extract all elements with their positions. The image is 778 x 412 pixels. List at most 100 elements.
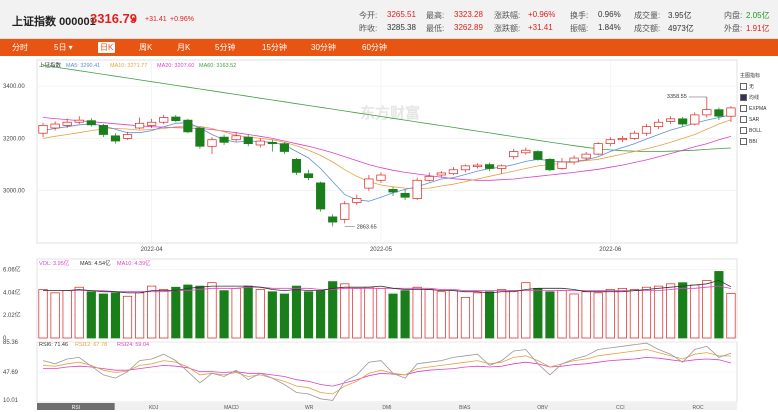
candle-body bbox=[110, 135, 121, 142]
candle-body bbox=[364, 178, 374, 189]
volume-bar bbox=[509, 290, 519, 339]
ma20-line bbox=[42, 117, 732, 181]
indicator-option[interactable]: BOLL bbox=[740, 127, 778, 135]
volume-bar bbox=[605, 289, 615, 339]
quote-stat: 成交额: 4973亿 bbox=[634, 23, 694, 34]
candle-body bbox=[569, 157, 579, 163]
candle-body bbox=[557, 161, 567, 169]
candle-body bbox=[316, 182, 326, 210]
volume-bar bbox=[460, 297, 471, 339]
tab-period[interactable]: 分时 bbox=[12, 43, 28, 52]
indicator-tab[interactable] bbox=[37, 403, 115, 410]
candle-body bbox=[533, 151, 543, 160]
candle-body bbox=[267, 141, 277, 145]
volume-bar bbox=[328, 281, 338, 339]
indicator-tab[interactable] bbox=[114, 403, 193, 410]
y-tick-label: 0 bbox=[3, 336, 7, 342]
volume-bar bbox=[726, 293, 736, 339]
checkbox-icon[interactable] bbox=[740, 94, 747, 102]
checkbox-icon[interactable] bbox=[740, 138, 747, 146]
candle-body bbox=[303, 173, 314, 178]
volume-bar bbox=[110, 292, 121, 339]
indicator-tab[interactable] bbox=[503, 403, 582, 410]
indicator-option[interactable]: EXPMA bbox=[740, 105, 778, 113]
indicator-tab[interactable] bbox=[425, 403, 504, 410]
indicator-tab-label: OBV bbox=[537, 405, 548, 410]
tab-period[interactable]: 15分钟 bbox=[262, 43, 287, 52]
quote-header: 上证指数 000001 3316.79 ▲ +31.41 +0.96% 今开: 3… bbox=[0, 0, 778, 39]
candle-body bbox=[581, 153, 591, 159]
indicator-option[interactable]: 均线 bbox=[740, 94, 778, 102]
quote-stat-value: 4973亿 bbox=[668, 24, 694, 33]
indicator-tab[interactable] bbox=[581, 403, 660, 410]
quote-stat-label: 成交额: bbox=[634, 24, 661, 33]
volume-bar bbox=[653, 285, 664, 339]
candle-body bbox=[328, 216, 338, 223]
volume-bar bbox=[702, 280, 712, 339]
quote-stat: 换手: 0.96% bbox=[570, 10, 621, 21]
candle-body bbox=[653, 121, 664, 128]
candle-body bbox=[702, 109, 712, 116]
indicator-tab[interactable] bbox=[270, 403, 349, 410]
candle-body bbox=[159, 117, 169, 123]
volume-bar bbox=[352, 287, 362, 339]
tab-period[interactable]: 5分钟 bbox=[215, 43, 236, 52]
indicator-tab-label: RSI bbox=[72, 405, 80, 410]
tab-period[interactable]: 月K bbox=[177, 43, 191, 52]
quote-stat-label: 最低: bbox=[426, 24, 445, 33]
candle-body bbox=[279, 143, 289, 152]
checkbox-icon[interactable] bbox=[740, 116, 747, 124]
quote-stat-value: 1.91亿 bbox=[746, 24, 770, 33]
volume-bar bbox=[388, 293, 398, 339]
y-tick-label: 3000.00 bbox=[3, 189, 25, 195]
indicator-tab[interactable] bbox=[348, 403, 426, 410]
volume-bar bbox=[678, 282, 688, 339]
candle-body bbox=[497, 165, 507, 169]
candle-body bbox=[98, 125, 108, 135]
checkbox-icon[interactable] bbox=[740, 83, 747, 91]
checkbox-icon[interactable] bbox=[740, 105, 747, 113]
volume-bar bbox=[641, 286, 652, 339]
kline-chart[interactable]: 3400.00 3200.00 3000.00 2022-04 2022-05 2022-… bbox=[0, 56, 778, 411]
volume-bar bbox=[135, 292, 145, 339]
volume-bar bbox=[303, 291, 314, 339]
x-tick-label: 2022-04 bbox=[141, 247, 164, 253]
rsi-legend-rsi12: RSI12: 67.78 bbox=[75, 342, 107, 348]
quote-stat-label: 振幅: bbox=[570, 24, 589, 33]
quote-stat: 成交量: 3.95亿 bbox=[634, 10, 692, 21]
candle-body bbox=[521, 149, 531, 154]
vol-legend-ma5: MA5: 4.54亿 bbox=[80, 259, 111, 267]
quote-stat-label: 成交量: bbox=[634, 11, 661, 20]
indicator-option[interactable]: SAR bbox=[740, 116, 778, 124]
chart-area[interactable]: 3400.00 3200.00 3000.00 2022-04 2022-05 2022-… bbox=[0, 56, 778, 411]
tab-period[interactable]: 日K bbox=[98, 42, 116, 53]
rsi6-line bbox=[42, 342, 732, 401]
tab-period[interactable]: 5日 ▾ bbox=[54, 43, 73, 52]
indicator-option[interactable]: BBI bbox=[740, 138, 778, 146]
quote-stat: 振幅: 1.84% bbox=[570, 23, 621, 34]
volume-bar bbox=[159, 289, 169, 339]
indicator-option[interactable]: 无 bbox=[740, 83, 778, 91]
indicator-option-label: BBI bbox=[749, 139, 758, 146]
indicator-tab[interactable] bbox=[192, 403, 271, 410]
current-price: 3316.79 bbox=[90, 11, 137, 26]
volume-bar bbox=[533, 287, 543, 339]
tab-period[interactable]: 60分钟 bbox=[362, 43, 387, 52]
quote-stat-value: 0.96% bbox=[598, 10, 621, 19]
indicator-tab[interactable] bbox=[659, 403, 737, 410]
volume-bar bbox=[267, 291, 277, 339]
candle-body bbox=[243, 136, 253, 145]
volume-bar bbox=[448, 290, 458, 339]
quote-stat-value: 3323.28 bbox=[454, 10, 483, 19]
y-tick-label: 4.04亿 bbox=[3, 288, 21, 296]
volume-bar bbox=[38, 289, 48, 339]
indicator-tab-label: DMI bbox=[382, 405, 391, 410]
tab-period[interactable]: 30分钟 bbox=[311, 43, 336, 52]
volume-bar bbox=[62, 290, 72, 339]
candle-body bbox=[605, 139, 615, 145]
candle-body bbox=[62, 121, 72, 126]
tab-period[interactable]: 周K bbox=[139, 43, 153, 52]
rsi12-line bbox=[42, 349, 732, 395]
checkbox-icon[interactable] bbox=[740, 127, 747, 135]
y-tick-label: 3200.00 bbox=[3, 136, 25, 142]
